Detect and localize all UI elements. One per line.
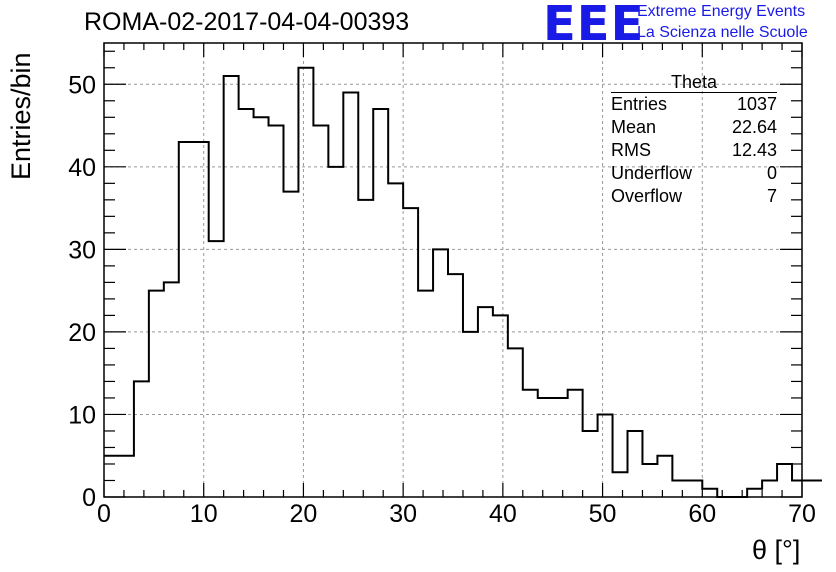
histogram-bin <box>269 126 284 497</box>
stats-value: 7 <box>766 186 777 206</box>
y-tick-label: 50 <box>68 71 96 99</box>
x-tick-label: 0 <box>97 500 111 528</box>
x-tick-label: 20 <box>290 500 318 528</box>
stats-label: Mean <box>611 117 657 137</box>
x-tick-label: 40 <box>489 500 517 528</box>
histogram-bin <box>224 76 239 497</box>
histogram-bin <box>254 117 269 497</box>
histogram-outline <box>104 66 822 498</box>
histogram-bin <box>313 126 328 497</box>
stats-row-mean: Mean 22.64 <box>611 116 777 139</box>
histogram-bin <box>179 142 194 497</box>
histogram-bin <box>568 390 583 497</box>
histogram-bin <box>134 381 149 497</box>
histogram-bin <box>628 431 643 497</box>
x-axis-label: θ [°] <box>752 535 801 565</box>
stats-value: 12.43 <box>731 140 777 160</box>
histogram-bin <box>358 200 373 497</box>
histogram-bin <box>807 480 822 497</box>
stats-value: 1037 <box>736 94 777 114</box>
y-tick-label: 30 <box>68 236 96 264</box>
histogram-bin <box>418 291 433 497</box>
histogram-bin <box>508 348 523 497</box>
plot-frame <box>103 42 803 498</box>
stats-row-underflow: Underflow 0 <box>611 162 777 185</box>
x-tick-label: 10 <box>190 500 218 528</box>
histogram-bin <box>762 480 777 497</box>
histogram-bin <box>388 183 403 497</box>
y-tick-label: 10 <box>68 401 96 429</box>
stats-label: Underflow <box>611 163 693 183</box>
histogram-bin <box>164 282 179 497</box>
stats-box: Theta Entries 1037 Mean 22.64 RMS 12.43 … <box>611 72 777 208</box>
histogram-bin <box>672 480 687 497</box>
stats-row-overflow: Overflow 7 <box>611 185 777 208</box>
histogram-bin <box>493 315 508 497</box>
histogram-bin <box>239 109 254 497</box>
histogram-bin <box>777 464 792 497</box>
histogram-bin <box>194 142 209 497</box>
stats-label: RMS <box>611 140 651 160</box>
logo-line-1: Extreme Energy Events <box>637 3 806 20</box>
histogram-bin <box>283 192 298 497</box>
histogram-bin <box>538 398 553 497</box>
histogram-bin <box>583 431 598 497</box>
y-tick-label: 0 <box>82 484 96 512</box>
histogram-bin <box>328 167 343 497</box>
stats-row-entries: Entries 1037 <box>611 93 777 116</box>
histogram-bin <box>642 464 657 497</box>
histogram-bin <box>104 456 119 497</box>
histogram-bin <box>747 489 762 497</box>
histogram-bin <box>598 414 613 497</box>
stats-label: Entries <box>611 94 668 114</box>
histogram-bin <box>448 274 463 497</box>
chart-title: ROMA-02-2017-04-04-00393 <box>84 8 410 36</box>
histogram-bin <box>343 93 358 497</box>
y-tick-label: 40 <box>68 154 96 182</box>
histogram-bin <box>433 249 448 497</box>
histogram-bin <box>523 390 538 497</box>
histogram-bin <box>478 307 493 497</box>
histogram-bin <box>119 456 134 497</box>
x-tick-label: 60 <box>688 500 716 528</box>
logo-line-2: La Scienza nelle Scuole <box>637 24 808 41</box>
histogram-bin <box>687 480 702 497</box>
histogram-bin <box>792 480 807 497</box>
x-tick-label: 70 <box>788 500 816 528</box>
histogram-bin <box>298 68 313 497</box>
histogram-bin <box>613 472 628 497</box>
histogram-bin <box>149 291 164 497</box>
x-tick-label: 50 <box>589 500 617 528</box>
histogram-bin <box>657 456 672 497</box>
histogram-bin <box>209 241 224 497</box>
stats-row-rms: RMS 12.43 <box>611 139 777 162</box>
stats-value: 22.64 <box>731 117 777 137</box>
histogram-bin <box>702 489 717 497</box>
stats-label: Overflow <box>611 186 683 206</box>
stats-title: Theta <box>611 72 777 93</box>
stats-value: 0 <box>766 163 777 183</box>
x-tick-label: 30 <box>389 500 417 528</box>
histogram-bin <box>403 208 418 497</box>
y-tick-label: 20 <box>68 319 96 347</box>
histogram-bin <box>553 398 568 497</box>
